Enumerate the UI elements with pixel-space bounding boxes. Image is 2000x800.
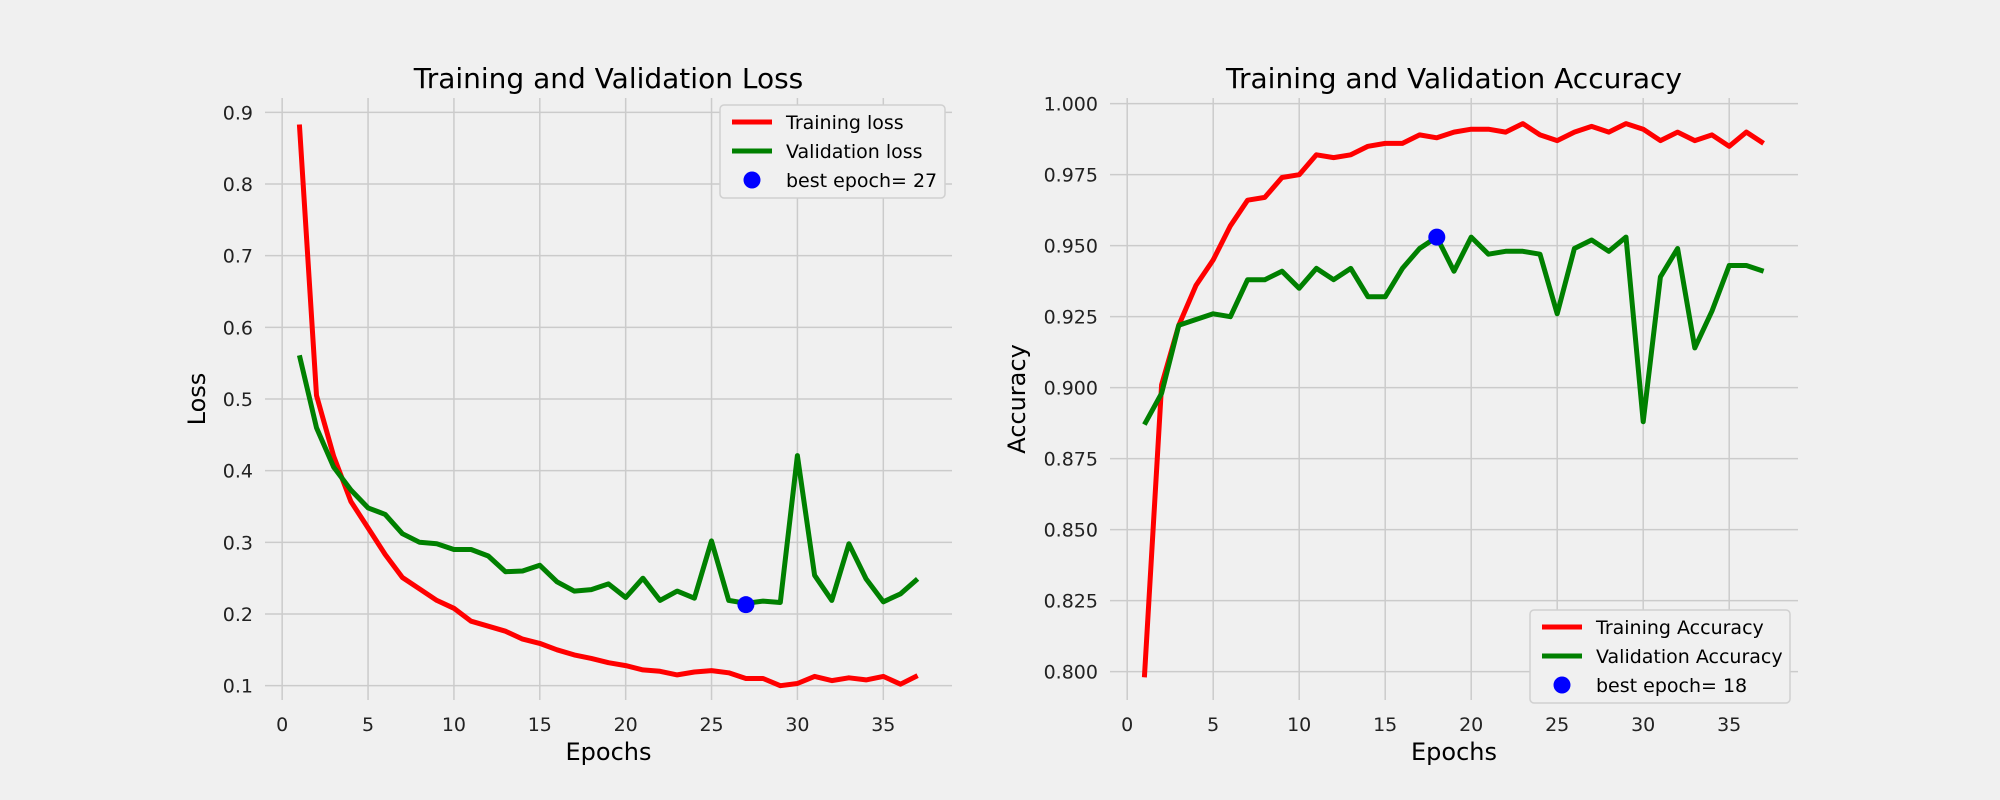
y-tick-label: 0.800 bbox=[1044, 662, 1098, 684]
x-tick-label: 25 bbox=[1545, 714, 1569, 736]
legend-label: Training loss bbox=[785, 112, 904, 134]
y-tick-label: 0.850 bbox=[1044, 520, 1098, 542]
series-line-validation-accuracy bbox=[1142, 234, 1765, 426]
x-tick-label: 30 bbox=[785, 714, 809, 736]
legend-swatch-dot bbox=[1553, 676, 1571, 694]
x-tick-label: 15 bbox=[1373, 714, 1397, 736]
x-tick-label: 30 bbox=[1631, 714, 1655, 736]
x-tick-label: 35 bbox=[871, 714, 895, 736]
y-tick-label: 0.7 bbox=[223, 246, 253, 268]
y-tick-label: 0.6 bbox=[223, 317, 253, 339]
best-epoch-marker bbox=[1428, 228, 1446, 246]
x-tick-label: 10 bbox=[1287, 714, 1311, 736]
y-tick-label: 0.5 bbox=[223, 389, 253, 411]
y-tick-label: 1.000 bbox=[1044, 94, 1098, 116]
y-tick-label: 0.4 bbox=[223, 461, 253, 483]
x-tick-label: 15 bbox=[528, 714, 552, 736]
chart-accuracy: 0 5 10 15 20 25 30 35 0.800 0.825 0.850 0.875 0.900 0… bbox=[1003, 62, 1798, 766]
x-tick-label: 5 bbox=[1207, 714, 1219, 736]
legend-label: best epoch= 18 bbox=[1596, 675, 1747, 697]
y-tick-label: 0.9 bbox=[223, 102, 253, 124]
best-epoch-marker bbox=[737, 596, 755, 614]
y-tick-label: 0.950 bbox=[1044, 236, 1098, 258]
y-tick-label: 0.1 bbox=[223, 676, 253, 698]
x-tick-label: 5 bbox=[362, 714, 374, 736]
y-tick-label: 0.3 bbox=[223, 532, 253, 554]
y-tick-label: 0.825 bbox=[1044, 591, 1098, 613]
series-line-training-accuracy bbox=[1141, 121, 1765, 678]
legend-label: best epoch= 27 bbox=[786, 170, 937, 192]
y-tick-label: 0.2 bbox=[223, 604, 253, 626]
legend: Training loss Validation loss best epoch= … bbox=[719, 104, 946, 199]
series-line-validation-loss bbox=[296, 354, 920, 606]
chart-title: Training and Validation Loss bbox=[413, 62, 804, 95]
y-tick-label: 0.900 bbox=[1044, 378, 1098, 400]
y-axis-label: Accuracy bbox=[1003, 344, 1031, 454]
legend-label: Training Accuracy bbox=[1595, 617, 1764, 639]
legend-box bbox=[1529, 609, 1791, 704]
x-tick-label: 10 bbox=[442, 714, 466, 736]
y-axis-label: Loss bbox=[183, 373, 211, 426]
x-axis-label: Epochs bbox=[1411, 738, 1497, 766]
y-tick-label: 0.875 bbox=[1044, 449, 1098, 471]
legend-swatch-dot bbox=[743, 171, 761, 189]
legend: Training Accuracy Validation Accuracy best… bbox=[1529, 609, 1791, 704]
legend-box bbox=[719, 104, 946, 199]
x-tick-label: 25 bbox=[699, 714, 723, 736]
y-tick-label: 0.8 bbox=[223, 174, 253, 196]
chart-title: Training and Validation Accuracy bbox=[1225, 62, 1682, 95]
x-tick-label: 20 bbox=[614, 714, 638, 736]
legend-label: Validation Accuracy bbox=[1596, 646, 1783, 668]
chart-loss: 0 5 10 15 20 25 30 35 0.1 0.2 0.3 0.4 0.5 0.6 0.7 0.8 0.… bbox=[183, 62, 952, 766]
x-axis-label: Epochs bbox=[566, 738, 652, 766]
x-tick-label: 35 bbox=[1717, 714, 1741, 736]
x-tick-label: 0 bbox=[1121, 714, 1133, 736]
legend-label: Validation loss bbox=[786, 141, 923, 163]
x-tick-label: 20 bbox=[1459, 714, 1483, 736]
x-tick-label: 0 bbox=[276, 714, 288, 736]
y-tick-label: 0.925 bbox=[1044, 307, 1098, 329]
y-tick-label: 0.975 bbox=[1044, 165, 1098, 187]
series-line-training-loss bbox=[296, 124, 919, 689]
